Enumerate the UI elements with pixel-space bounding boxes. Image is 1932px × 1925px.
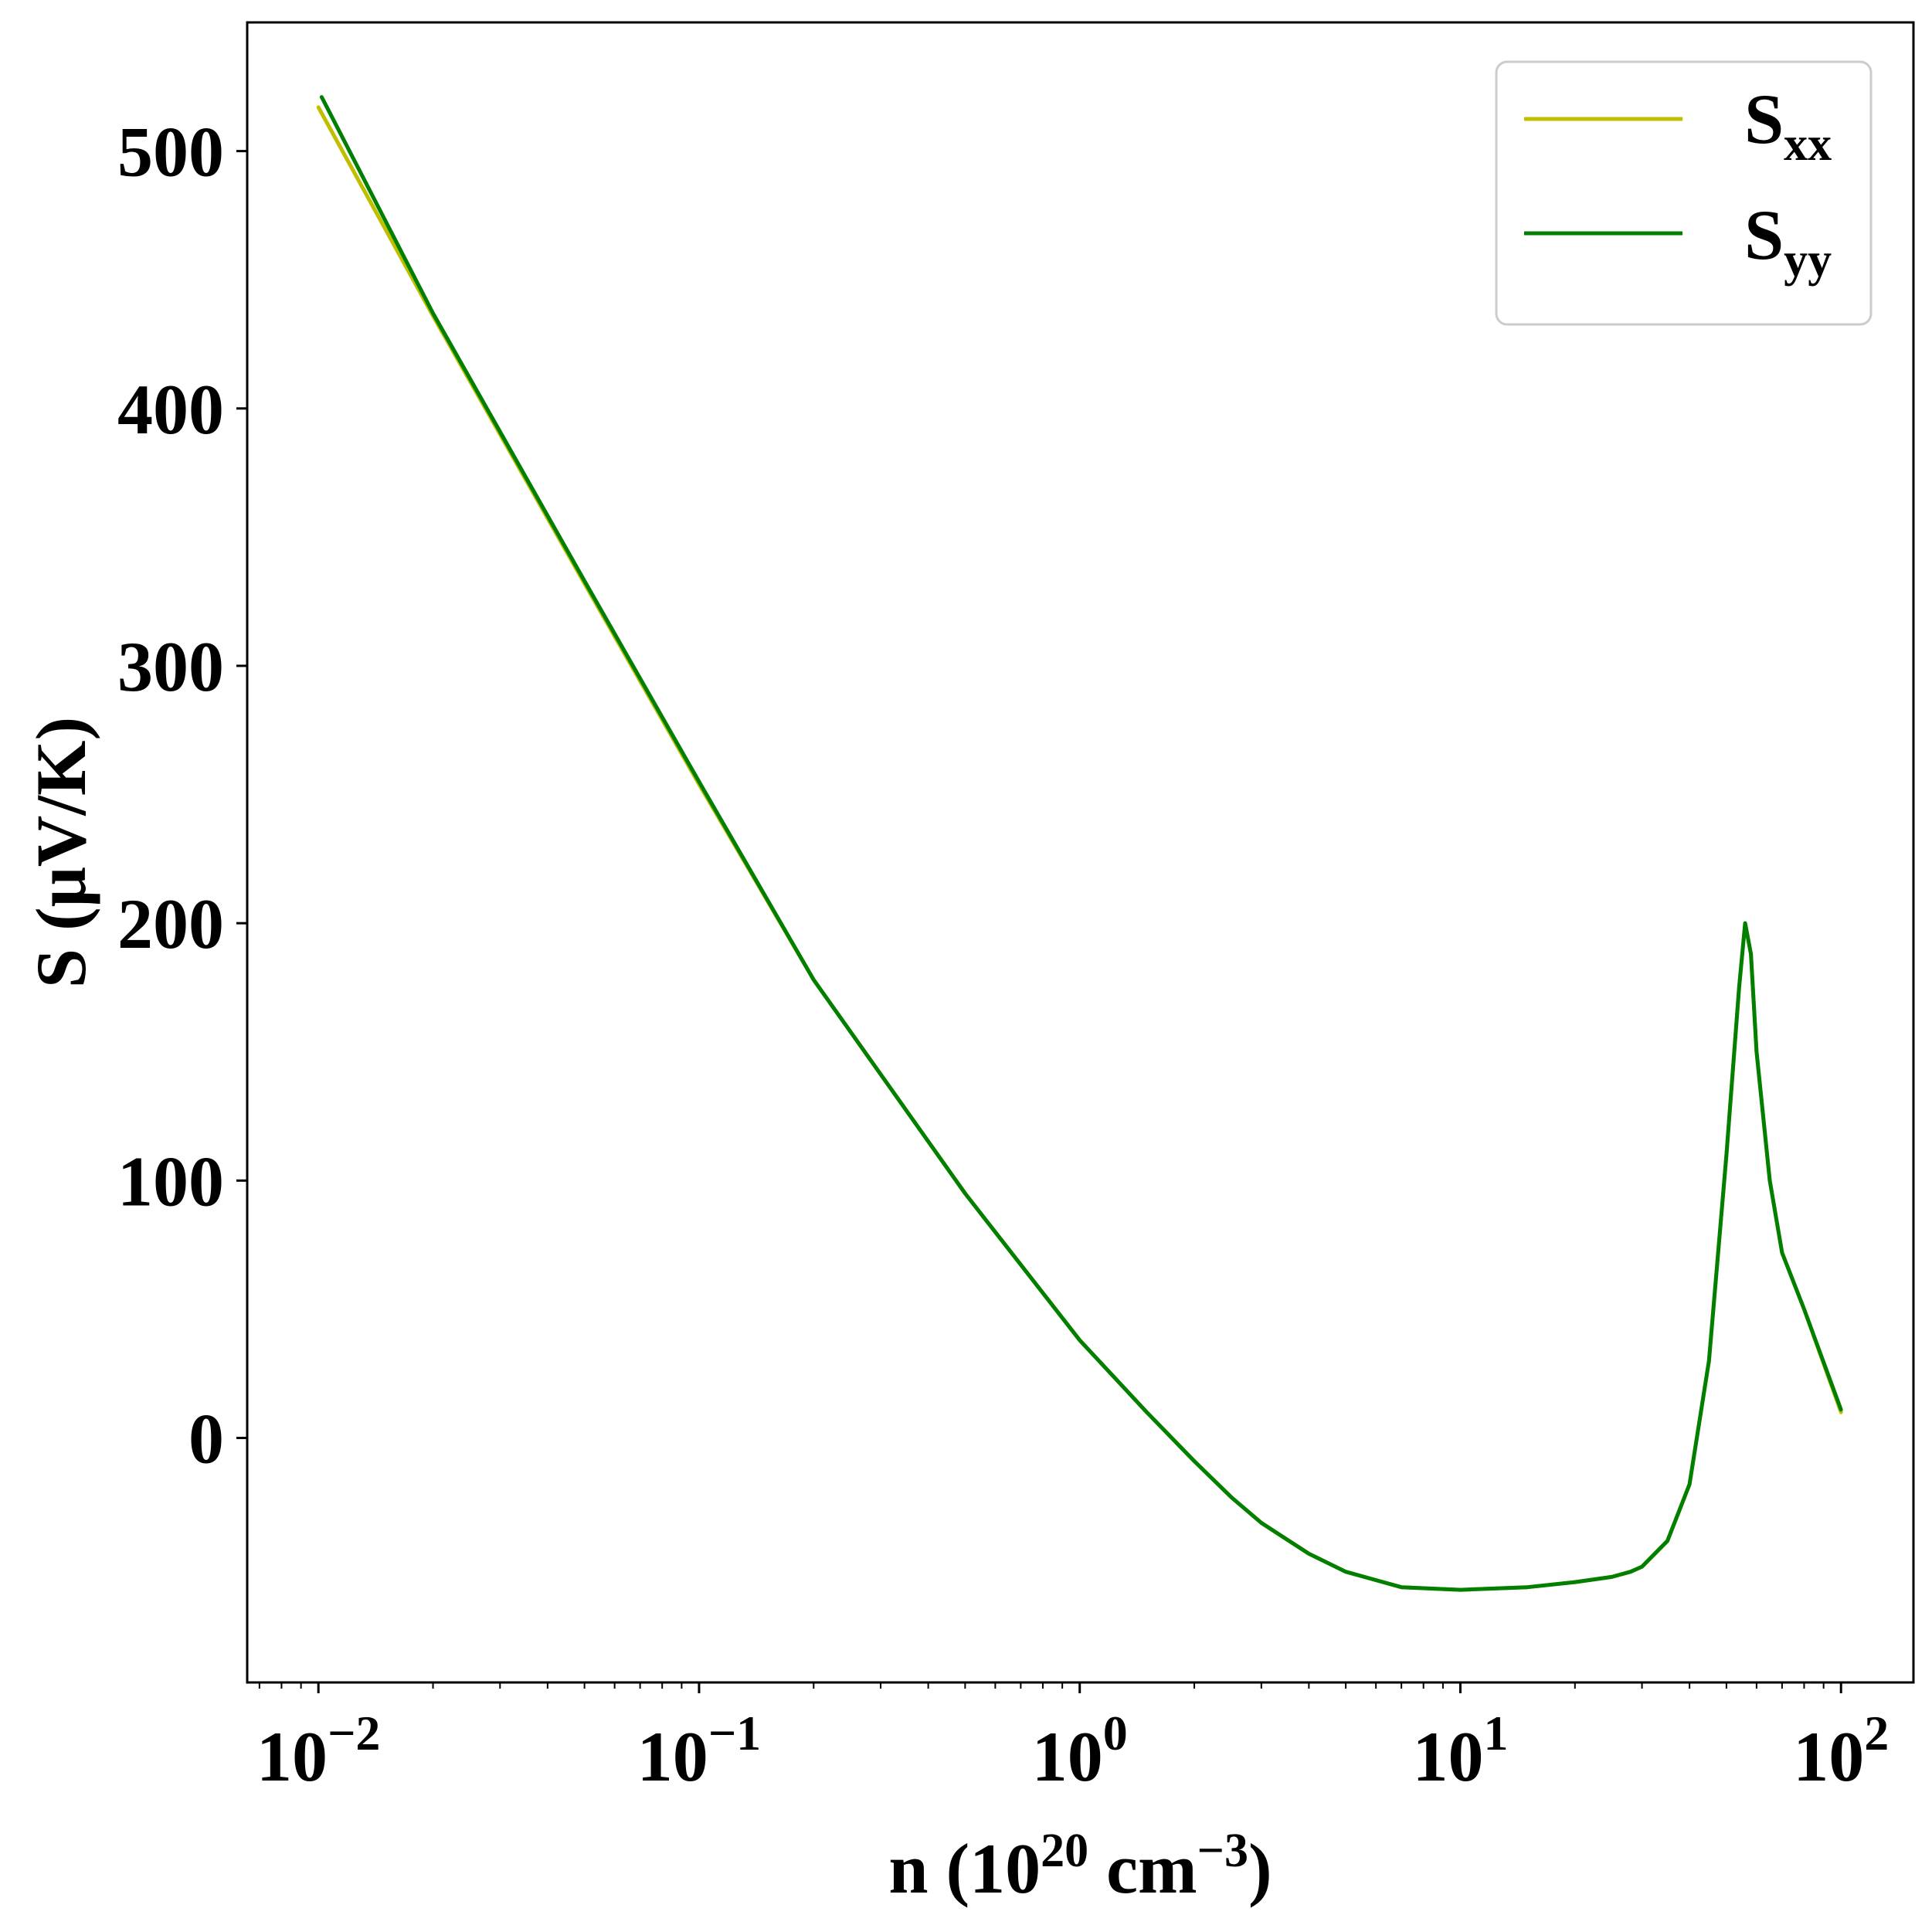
x-tick-label: 101 bbox=[1412, 1706, 1508, 1796]
series-line-syy bbox=[319, 95, 1843, 1592]
series-layer bbox=[316, 95, 1843, 1592]
x-tick-label-exponent: 1 bbox=[1483, 1706, 1508, 1760]
x-tick-label-base: 10 bbox=[637, 1717, 708, 1796]
y-tick-label: 100 bbox=[117, 1142, 224, 1221]
x-tick-label: 10−2 bbox=[256, 1706, 380, 1796]
x-axis-title-base: n (10 bbox=[888, 1829, 1041, 1908]
y-tick-label: 300 bbox=[117, 627, 224, 706]
legend-label-syy-sub: yy bbox=[1784, 234, 1832, 287]
x-axis-title-end: ) bbox=[1248, 1829, 1272, 1908]
x-tick-label: 100 bbox=[1032, 1706, 1128, 1796]
x-tick-label: 10−1 bbox=[637, 1706, 761, 1796]
legend-label-syy-base: S bbox=[1744, 195, 1784, 274]
legend-label-sxx-sub: xx bbox=[1784, 118, 1832, 171]
x-tick-label-base: 10 bbox=[1032, 1717, 1103, 1796]
x-tick-label-exponent: −2 bbox=[328, 1706, 380, 1760]
x-tick-label-exponent: −1 bbox=[708, 1706, 761, 1760]
y-tick-label: 400 bbox=[117, 370, 224, 449]
y-tick-label: 500 bbox=[117, 113, 224, 192]
x-axis-title-mid: cm bbox=[1088, 1829, 1197, 1908]
x-tick-label-base: 10 bbox=[256, 1717, 328, 1796]
x-tick-label: 102 bbox=[1793, 1706, 1889, 1796]
y-tick-label: 0 bbox=[188, 1399, 224, 1478]
legend-label-sxx: Sxx bbox=[1744, 80, 1832, 171]
x-axis-title-sup2: −3 bbox=[1197, 1825, 1248, 1877]
x-axis-title: n (1020 cm−3) bbox=[888, 1825, 1272, 1908]
x-tick-label-base: 10 bbox=[1793, 1717, 1864, 1796]
y-axis-title: S (μV/K) bbox=[22, 717, 100, 988]
legend-label-sxx-base: S bbox=[1744, 80, 1784, 158]
x-tick-label-exponent: 2 bbox=[1864, 1706, 1889, 1760]
x-tick-label-base: 10 bbox=[1412, 1717, 1483, 1796]
y-tick-label: 200 bbox=[117, 884, 224, 963]
legend: Sxx Syy bbox=[1495, 60, 1873, 326]
x-axis-title-sup1: 20 bbox=[1041, 1825, 1088, 1877]
legend-box bbox=[1495, 60, 1873, 326]
x-tick-label-exponent: 0 bbox=[1103, 1706, 1128, 1760]
legend-label-syy: Syy bbox=[1744, 195, 1832, 287]
